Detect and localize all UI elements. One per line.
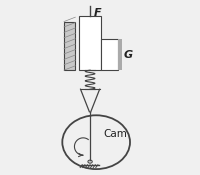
Bar <box>101 39 117 70</box>
Text: G: G <box>123 50 132 60</box>
Text: F: F <box>93 8 101 18</box>
Bar <box>117 39 122 70</box>
Bar <box>64 22 75 70</box>
Bar <box>78 16 101 70</box>
Text: Cam: Cam <box>103 128 126 138</box>
Ellipse shape <box>87 160 92 163</box>
